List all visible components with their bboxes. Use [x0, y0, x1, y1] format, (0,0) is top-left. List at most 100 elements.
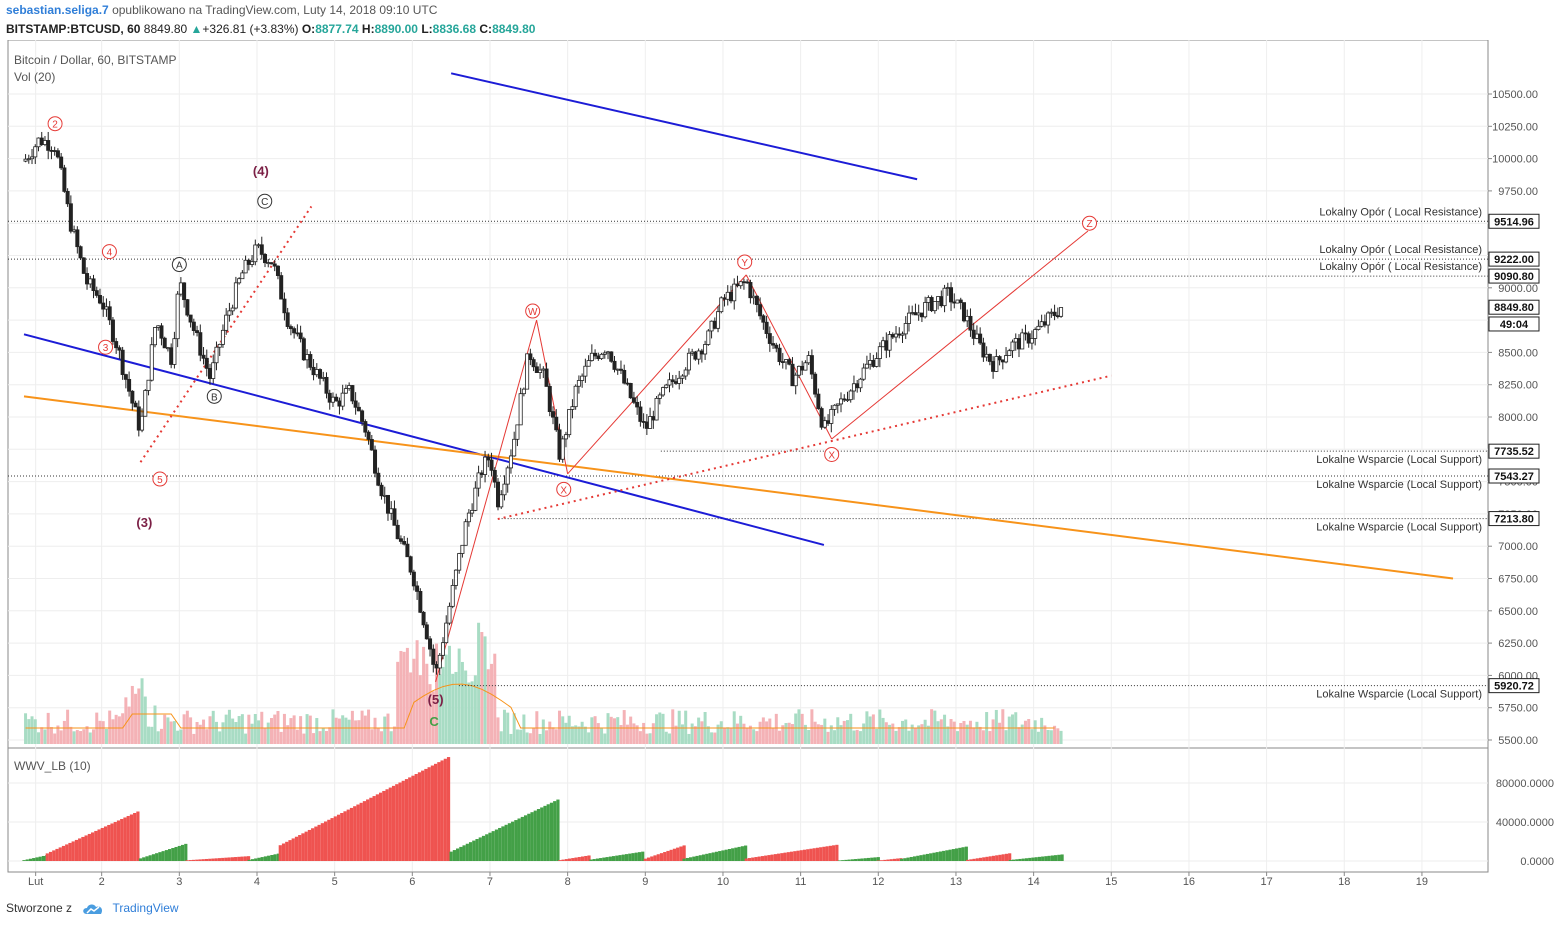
volume-bar — [53, 733, 57, 744]
candle-body — [881, 340, 886, 348]
candle-body — [622, 369, 627, 384]
wave-circle — [171, 257, 187, 273]
volume-bar — [347, 719, 351, 744]
indicator-bar — [611, 856, 616, 861]
indicator-bar — [558, 860, 562, 861]
volume-bar — [205, 729, 209, 744]
indicator-bar — [602, 857, 606, 861]
candle-body — [1016, 338, 1021, 350]
volume-bar — [312, 733, 316, 744]
candle-body — [450, 585, 455, 607]
volume-bar — [344, 717, 348, 744]
tradingview-link[interactable]: TradingView — [112, 901, 179, 915]
indicator-bar — [107, 824, 111, 861]
candle-body — [88, 278, 93, 285]
volume-bar — [176, 730, 180, 744]
indicator-bar — [643, 858, 647, 861]
indicator-bar — [751, 857, 755, 861]
candle-body — [945, 287, 950, 290]
volume-bar — [502, 709, 506, 744]
wave-circle — [525, 303, 541, 319]
volume-bar — [49, 727, 53, 744]
indicator-bar — [514, 820, 518, 861]
indicator-bar — [731, 848, 735, 861]
volume-bar — [444, 654, 448, 744]
volume-bar — [244, 733, 248, 744]
candle-body — [369, 439, 374, 451]
candle-body — [94, 290, 99, 296]
indicator-bar — [567, 858, 572, 861]
candle-body — [777, 347, 782, 362]
volume-bar — [761, 717, 765, 744]
indicator-bar — [110, 823, 114, 861]
indicator-bar — [288, 840, 292, 861]
volume-bar — [266, 722, 270, 744]
wave-label: W — [528, 307, 538, 318]
volume-bar — [218, 731, 222, 744]
volume-bar — [237, 716, 241, 744]
candle-body — [602, 352, 607, 355]
indicator-bar — [285, 841, 289, 861]
candle-body — [39, 137, 44, 145]
indicator-bar — [1001, 854, 1005, 861]
indicator-bar — [298, 835, 302, 861]
volume-bar — [933, 710, 937, 744]
candle-body — [754, 295, 759, 306]
indicator-bar — [527, 813, 531, 861]
volume-bar — [227, 709, 231, 744]
volume-bar — [962, 720, 966, 744]
level-label: Lokalny Opór ( Local Resistance) — [1319, 261, 1482, 273]
volume-bar — [79, 731, 83, 744]
x-tick-label: 6 — [409, 876, 415, 888]
volume-bar — [33, 719, 37, 744]
volume-bar — [729, 727, 733, 744]
candle-body — [719, 297, 724, 313]
level-label: Lokalne Wsparcie (Local Support) — [1316, 689, 1482, 701]
volume-bar — [496, 717, 500, 744]
price-chart[interactable]: Lokalny Opór ( Local Resistance) Lokalny … — [0, 40, 1565, 895]
candle-body — [453, 569, 458, 586]
volume-bar — [855, 729, 859, 744]
candle-body — [233, 282, 238, 309]
price-badge-text: 9090.80 — [1494, 271, 1534, 283]
indicator-bar — [767, 855, 771, 861]
volume-bar — [632, 723, 636, 744]
volume-bar — [625, 724, 629, 744]
candle-body — [421, 611, 426, 626]
price-badge — [1488, 511, 1540, 527]
candle-body — [379, 484, 384, 497]
volume-bar — [593, 716, 597, 744]
candle-body — [906, 312, 911, 324]
indicator-bar — [615, 855, 619, 861]
volume-bar — [968, 720, 972, 744]
volume-bar — [302, 733, 306, 744]
indicator-bar — [708, 853, 712, 861]
wave-label: Y — [741, 258, 748, 269]
candle-body — [275, 265, 280, 276]
indicator-bar — [692, 856, 696, 861]
price-badge-text: 9222.00 — [1494, 254, 1534, 266]
volume-bar — [706, 726, 710, 744]
indicator-bar — [556, 799, 560, 861]
indicator-bar — [945, 850, 949, 861]
volume-bar — [687, 733, 691, 744]
volume-bar — [380, 731, 384, 744]
indicator-bar — [561, 859, 565, 861]
indicator-bar — [621, 854, 625, 861]
indicator-bar — [682, 858, 686, 861]
indicator-bar — [257, 857, 261, 861]
indicator-bar — [1011, 859, 1016, 861]
candle-body — [398, 538, 403, 542]
candle-body — [385, 494, 390, 514]
candle-body — [250, 261, 255, 265]
candle-body — [230, 307, 235, 312]
candle-body — [123, 374, 128, 380]
volume-bar — [616, 717, 620, 744]
indicator-bar — [311, 828, 315, 861]
volume-bar — [574, 725, 578, 744]
author-link[interactable]: sebastian.seliga.7 — [6, 3, 109, 17]
wave-label: 3 — [103, 343, 109, 354]
publish-header: sebastian.seliga.7 opublikowano na Tradi… — [6, 3, 437, 17]
volume-bar — [778, 730, 782, 744]
indicator-bar — [168, 849, 172, 861]
